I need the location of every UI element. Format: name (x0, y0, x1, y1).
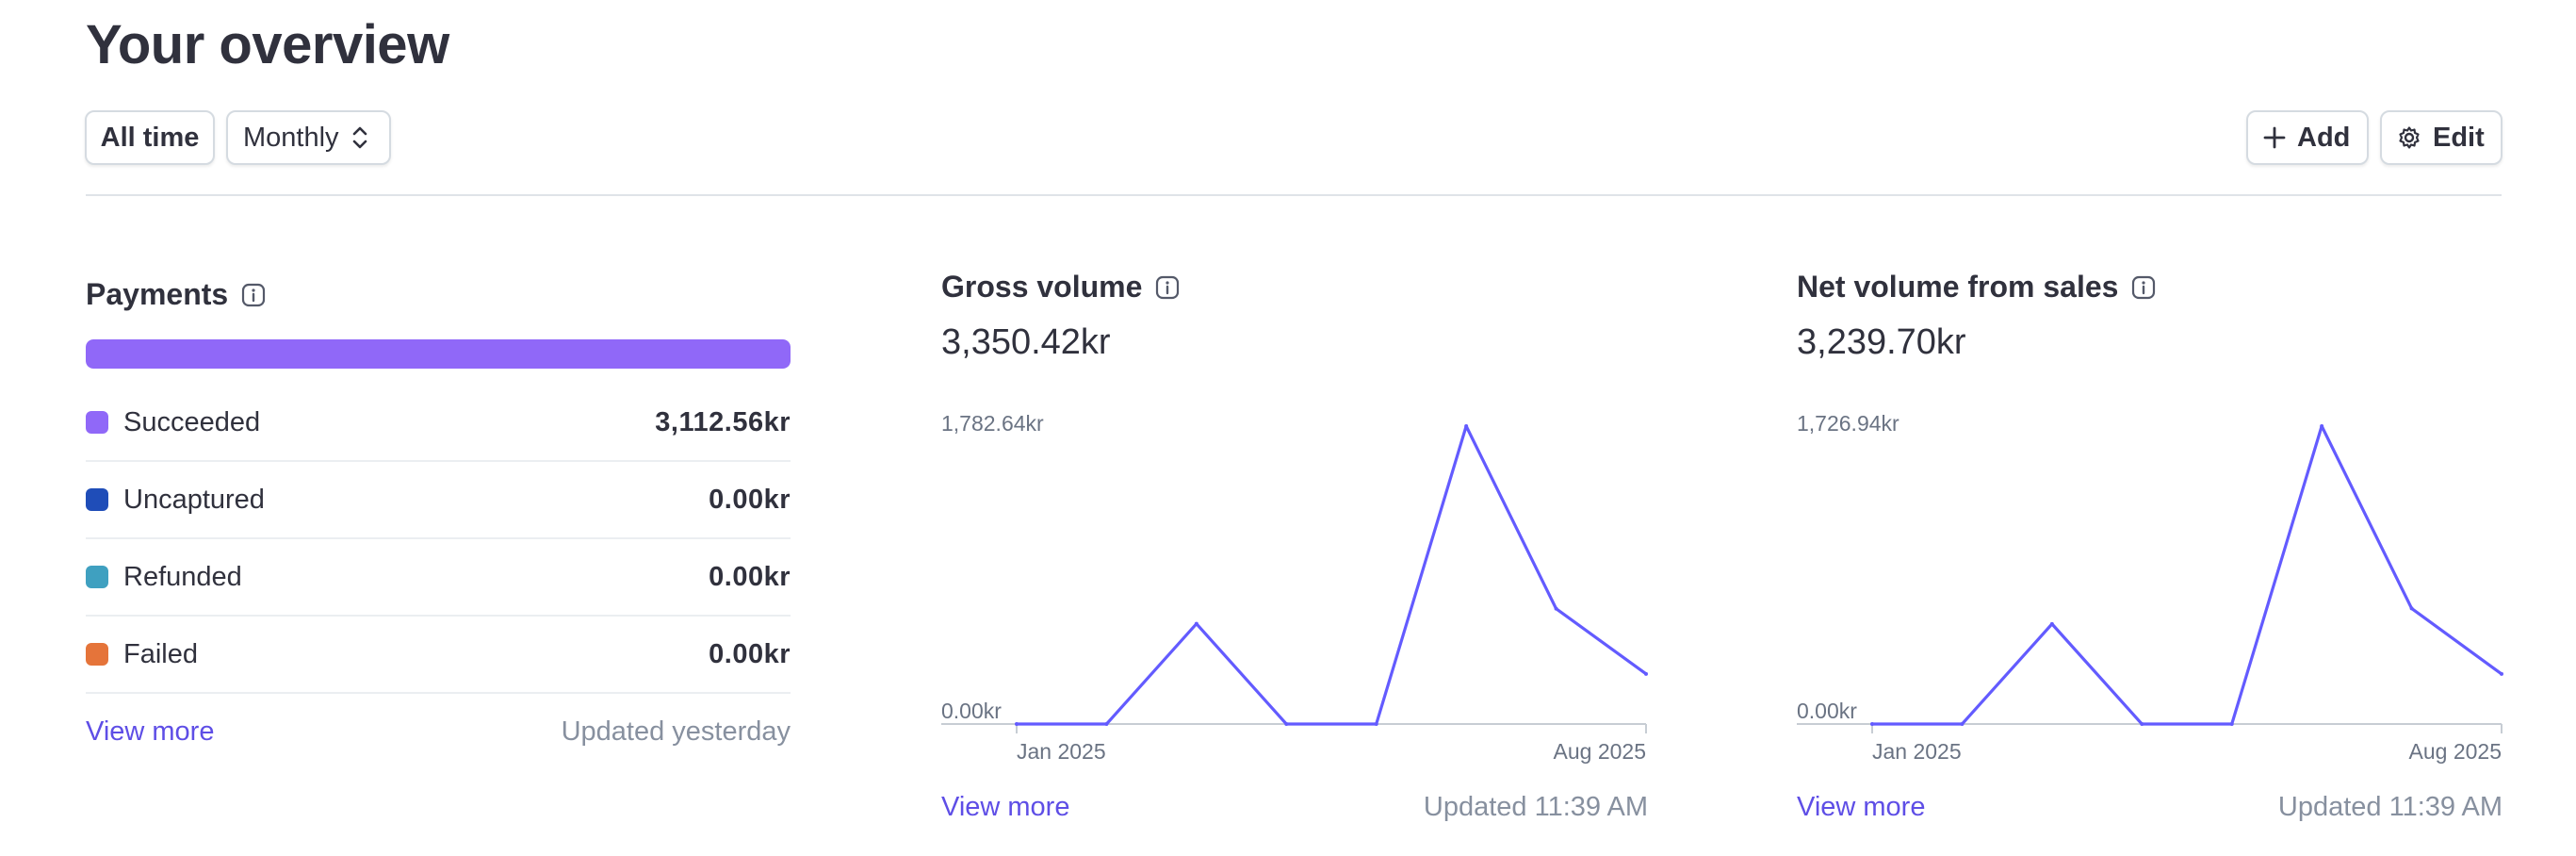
edit-label: Edit (2433, 122, 2485, 153)
data-point[interactable] (2409, 606, 2414, 611)
series-line (1017, 424, 1647, 726)
gross-volume-total: 3,350.42kr (941, 322, 1111, 362)
data-point[interactable] (1194, 621, 1198, 626)
chevron-up-down-icon (351, 124, 369, 151)
gross-volume-chart[interactable]: 1,782.64kr 0.00kr Jan 2025 Aug 2025 (937, 405, 1654, 773)
payment-row-failed: Failed 0.00kr (86, 617, 791, 694)
net-volume-title-label: Net volume from sales (1797, 270, 2119, 304)
gross-volume-title: Gross volume (941, 270, 1180, 305)
page-title: Your overview (86, 14, 449, 75)
payments-progress-fill (86, 339, 791, 369)
net-volume-title: Net volume from sales (1797, 270, 2156, 305)
payment-row-refunded: Refunded 0.00kr (86, 539, 791, 617)
x-start-tick: Jan 2025 (1017, 739, 1106, 764)
interval-select[interactable]: Monthly (226, 110, 391, 165)
data-point[interactable] (2320, 424, 2324, 428)
net-updated-text: Updated 11:39 AM (2277, 792, 2503, 822)
payment-status-value: 0.00kr (709, 561, 791, 592)
data-point[interactable] (1464, 424, 1469, 428)
x-end-tick: Aug 2025 (2409, 739, 2502, 764)
data-point[interactable] (2049, 621, 2054, 626)
date-range-label: All time (100, 122, 200, 153)
interval-label: Monthly (243, 122, 339, 153)
payment-row-uncaptured: Uncaptured 0.00kr (86, 462, 791, 539)
data-point[interactable] (1374, 722, 1378, 726)
data-point[interactable] (2500, 671, 2503, 676)
add-label: Add (2297, 122, 2351, 153)
status-dot (86, 411, 108, 434)
data-point[interactable] (1104, 722, 1109, 726)
add-button[interactable]: Add (2246, 110, 2369, 165)
payments-progress-bar (86, 339, 791, 369)
data-point[interactable] (1870, 722, 1874, 726)
payments-updated-text: Updated yesterday (561, 716, 791, 747)
payments-view-more-link[interactable]: View more (86, 716, 215, 747)
status-dot (86, 488, 108, 511)
data-point[interactable] (1554, 606, 1558, 611)
net-volume-total: 3,239.70kr (1797, 322, 1966, 362)
payment-row-succeeded: Succeeded 3,112.56kr (86, 385, 791, 462)
data-point[interactable] (1284, 722, 1289, 726)
payments-title-label: Payments (86, 277, 229, 311)
data-point[interactable] (1960, 722, 1965, 726)
x-start-tick: Jan 2025 (1872, 739, 1962, 764)
header-divider (86, 194, 2502, 196)
info-icon[interactable] (1155, 275, 1180, 300)
net-view-more-link[interactable]: View more (1797, 792, 1926, 822)
net-volume-chart[interactable]: 1,726.94kr 0.00kr Jan 2025 Aug 2025 (1793, 405, 2509, 773)
payment-status-value: 3,112.56kr (655, 406, 791, 437)
y-max-tick: 1,782.64kr (941, 411, 1044, 436)
gear-icon (2397, 125, 2421, 150)
gross-updated-text: Updated 11:39 AM (1423, 792, 1648, 822)
y-min-tick: 0.00kr (1797, 699, 1857, 723)
payments-title: Payments (86, 277, 266, 312)
data-point[interactable] (2229, 722, 2234, 726)
data-point[interactable] (1644, 671, 1648, 676)
x-end-tick: Aug 2025 (1554, 739, 1646, 764)
payment-status-value: 0.00kr (709, 484, 791, 515)
data-point[interactable] (1015, 722, 1019, 726)
payment-status-label: Refunded (123, 561, 242, 592)
status-dot (86, 643, 108, 666)
payment-status-label: Failed (123, 638, 198, 669)
gross-view-more-link[interactable]: View more (941, 792, 1070, 822)
gross-volume-title-label: Gross volume (941, 270, 1143, 304)
data-point[interactable] (2140, 722, 2144, 726)
y-max-tick: 1,726.94kr (1797, 411, 1899, 436)
payment-status-value: 0.00kr (709, 638, 791, 669)
payment-status-label: Uncaptured (123, 484, 265, 515)
date-range-button[interactable]: All time (85, 110, 215, 165)
info-icon[interactable] (241, 283, 266, 307)
y-min-tick: 0.00kr (941, 699, 1002, 723)
payment-status-label: Succeeded (123, 406, 261, 437)
info-icon[interactable] (2131, 275, 2156, 300)
status-dot (86, 566, 108, 588)
plus-icon (2263, 126, 2286, 149)
series-line (1872, 424, 2503, 726)
edit-button[interactable]: Edit (2380, 110, 2503, 165)
